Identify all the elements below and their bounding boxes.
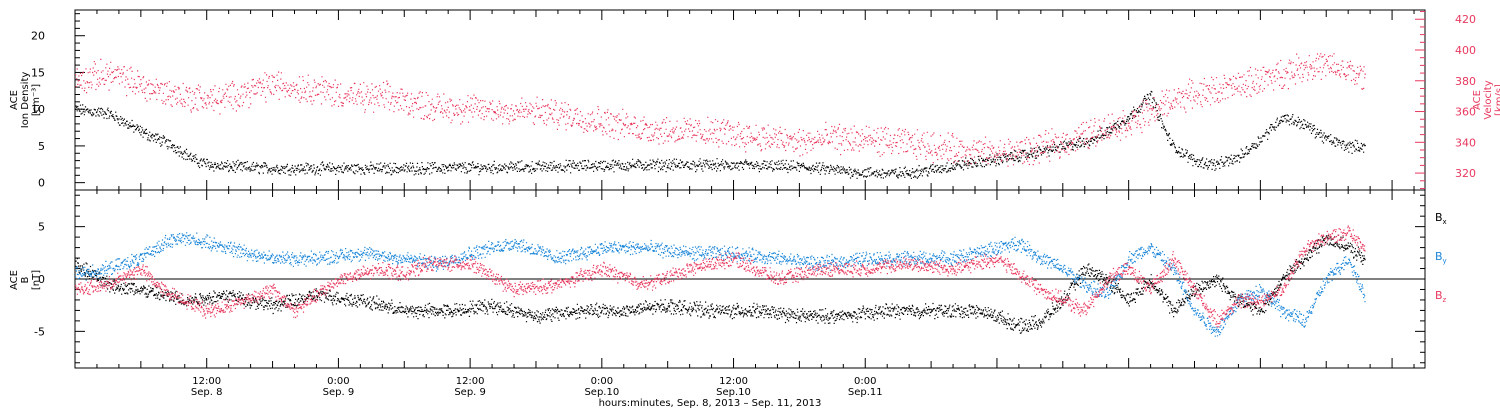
- y-tick-label-field: 0: [38, 273, 45, 286]
- y-tick-label-density: 20: [31, 30, 45, 43]
- x-tick-label-date: Sep. 9: [323, 387, 355, 398]
- ylabel-density-line: Ion Density: [20, 72, 31, 129]
- outer-frame: [74, 9, 1426, 369]
- x-tick-label-time: 12:00: [456, 376, 485, 387]
- legend-by: By: [1435, 250, 1447, 265]
- y-tick-label-density: 15: [31, 66, 45, 79]
- x-tick-label-date: Sep.11: [848, 387, 883, 398]
- legend-bx: Bx: [1435, 211, 1447, 226]
- ylabel-velocity-line: ACE: [1472, 90, 1483, 110]
- y-tick-label-velocity: 340: [1455, 136, 1476, 149]
- y-tick-label-velocity: 400: [1455, 44, 1476, 57]
- y-tick-label-velocity: 420: [1455, 13, 1476, 26]
- ylabel-velocity: ACE Velocity [km/s]: [1472, 80, 1500, 119]
- series-bx: [75, 234, 1366, 334]
- x-tick-label-time: 0:00: [327, 376, 349, 387]
- x-tick-label-date: Sep.10: [716, 387, 751, 398]
- data-points: [75, 53, 1366, 337]
- x-tick-label-date: Sep.10: [584, 387, 619, 398]
- x-tick-label-time: 12:00: [192, 376, 221, 387]
- legend-bz: Bz: [1435, 289, 1447, 304]
- ylabel-field-line: B: [20, 276, 31, 283]
- axis-titles: hours:minutes, Sep. 8, 2013 – Sep. 11, 2…: [9, 72, 1500, 409]
- series-velocity: [75, 53, 1366, 167]
- ylabel-field-line: [nT]: [31, 270, 42, 290]
- y-tick-label-velocity: 380: [1455, 75, 1476, 88]
- axis-ticks: [75, 10, 1425, 368]
- series-ion-density: [75, 90, 1366, 179]
- ylabel-density: ACE Ion Density [cm⁻³]: [9, 72, 42, 129]
- y-tick-label-density: 5: [38, 140, 45, 153]
- ylabel-density-line: ACE: [9, 90, 20, 110]
- y-tick-label-field: 5: [38, 221, 45, 234]
- x-axis-title: hours:minutes, Sep. 8, 2013 – Sep. 11, 2…: [599, 398, 822, 409]
- y-tick-label-density: 0: [38, 177, 45, 190]
- ylabel-field: ACE B [nT]: [9, 270, 42, 290]
- plot-frames: [74, 9, 1426, 369]
- ylabel-velocity-line: [km/s]: [1494, 84, 1500, 116]
- x-tick-label-time: 12:00: [719, 376, 748, 387]
- ylabel-velocity-line: Velocity: [1483, 80, 1494, 119]
- x-tick-label-date: Sep. 9: [454, 387, 486, 398]
- series-by: [75, 232, 1366, 337]
- x-tick-label-time: 0:00: [591, 376, 613, 387]
- ylabel-density-line: [cm⁻³]: [31, 84, 42, 116]
- y-tick-label-field: -5: [34, 325, 45, 338]
- x-tick-label-time: 0:00: [854, 376, 876, 387]
- y-tick-label-velocity: 360: [1455, 106, 1476, 119]
- ylabel-field-line: ACE: [9, 270, 20, 290]
- y-tick-label-density: 10: [31, 103, 45, 116]
- x-tick-label-date: Sep. 8: [191, 387, 223, 398]
- y-tick-label-velocity: 320: [1455, 167, 1476, 180]
- field-legend: Bx By Bz: [1435, 211, 1447, 304]
